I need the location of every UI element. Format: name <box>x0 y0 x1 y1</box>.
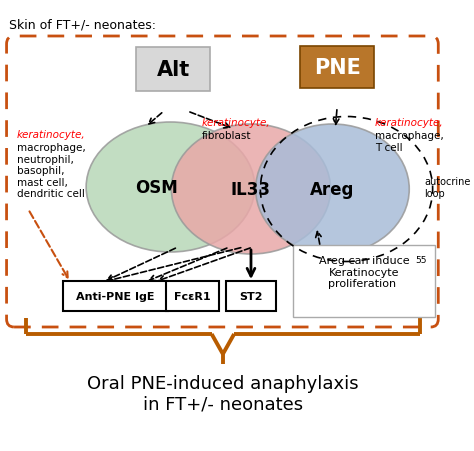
FancyBboxPatch shape <box>300 47 374 89</box>
Text: PNE: PNE <box>314 58 361 78</box>
Text: Areg: Areg <box>310 180 355 198</box>
FancyBboxPatch shape <box>136 48 210 92</box>
Text: ST2: ST2 <box>239 291 263 301</box>
Text: autocrine
loop: autocrine loop <box>424 177 471 198</box>
FancyBboxPatch shape <box>166 281 219 311</box>
Text: fibroblast: fibroblast <box>201 131 251 141</box>
Text: Skin of FT+/- neonates:: Skin of FT+/- neonates: <box>9 18 156 31</box>
FancyBboxPatch shape <box>293 245 436 318</box>
FancyBboxPatch shape <box>63 281 168 311</box>
Text: macrophage,
neutrophil,
basophil,
mast cell,
dendritic cell: macrophage, neutrophil, basophil, mast c… <box>17 143 86 199</box>
Text: FcεR1: FcεR1 <box>174 291 211 301</box>
Text: Anti-PNE IgE: Anti-PNE IgE <box>76 291 155 301</box>
Text: OSM: OSM <box>135 179 178 197</box>
Text: 55: 55 <box>415 255 427 264</box>
Text: Areg can induce
Keratinocyte
proliferation: Areg can induce Keratinocyte proliferati… <box>319 255 410 289</box>
Ellipse shape <box>255 125 409 254</box>
Text: IL33: IL33 <box>231 180 271 198</box>
Text: keratinocyte,: keratinocyte, <box>17 130 85 140</box>
FancyBboxPatch shape <box>226 281 276 311</box>
Ellipse shape <box>86 123 255 253</box>
Text: Oral PNE-induced anaphylaxis
in FT+/- neonates: Oral PNE-induced anaphylaxis in FT+/- ne… <box>87 374 359 413</box>
Text: Alt: Alt <box>156 60 190 80</box>
Text: keratinocyte,: keratinocyte, <box>374 118 443 128</box>
Text: macrophage,
T cell: macrophage, T cell <box>374 131 443 152</box>
Ellipse shape <box>172 125 330 254</box>
Text: keratinocyte,: keratinocyte, <box>201 118 270 128</box>
